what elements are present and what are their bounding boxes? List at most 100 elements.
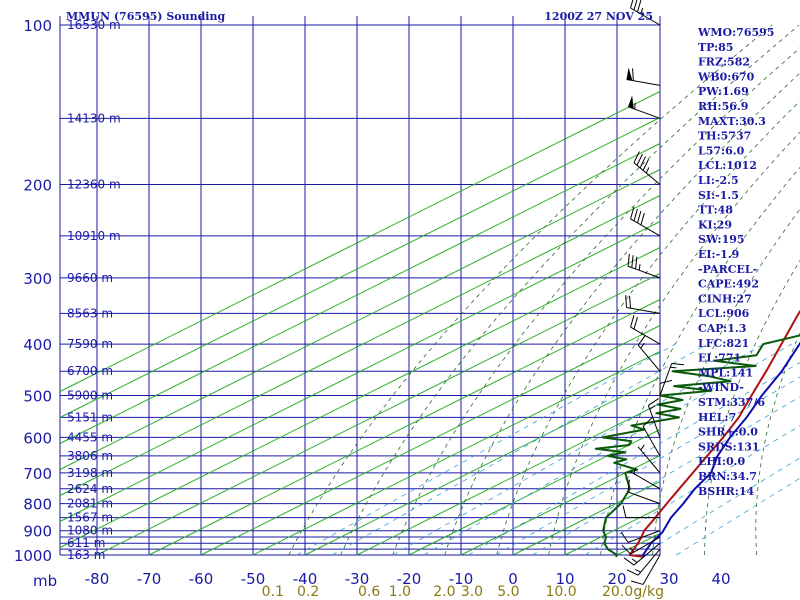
barb-half-flag	[640, 7, 644, 15]
height-label: 5151 m	[67, 410, 113, 424]
wind-barb	[637, 334, 661, 372]
mixing-ratio-label: 0.6	[358, 584, 380, 600]
index-entry: BRN:34.7	[698, 470, 757, 483]
barb-staff	[626, 306, 661, 314]
skewed-isotherm	[304, 377, 661, 556]
wind-barb	[637, 444, 661, 474]
barb-flag	[637, 334, 646, 346]
dry-adiabats	[59, 91, 661, 556]
barb-staff	[642, 426, 661, 457]
index-entry: TT:48	[698, 204, 733, 217]
dry-adiabat	[340, 24, 800, 556]
index-entry: WMO:76595	[697, 26, 774, 39]
skewed-isotherm	[564, 507, 661, 556]
skewed-isotherm	[616, 533, 661, 556]
wind-barb	[630, 554, 661, 585]
height-label: 16530 m	[67, 18, 121, 32]
wind-barb	[620, 530, 661, 543]
barb-flag	[632, 68, 634, 81]
barb-flag	[623, 557, 635, 566]
barb-flag	[633, 151, 640, 163]
barb-staff	[630, 7, 661, 26]
barb-flag	[626, 569, 639, 576]
index-entry: EHI:0.0	[698, 455, 745, 468]
mixing-ratio-line	[296, 343, 676, 556]
height-label: 12360 m	[67, 178, 121, 192]
mixing-ratio-label: 2.0	[433, 584, 455, 600]
barb-flag	[642, 159, 650, 171]
height-label: 10910 m	[67, 229, 121, 243]
barb-flag	[627, 253, 630, 267]
dry-adiabat	[496, 100, 800, 556]
barb-staff	[630, 218, 661, 237]
dry-adiabat	[444, 72, 800, 556]
mixing-ratio-label: 3.0	[461, 584, 483, 600]
barb-staff	[630, 536, 661, 555]
wind-barb	[621, 536, 661, 555]
index-entry: LCL:1012	[698, 159, 757, 172]
pressure-tick-label: 1000	[14, 547, 52, 565]
temp-tick-label: -50	[241, 570, 266, 588]
temp-tick-label: 0	[508, 570, 518, 588]
wind-barb	[627, 95, 661, 119]
mixing-ratio-label: 5.0	[497, 584, 519, 600]
barb-flag	[631, 255, 634, 268]
barb-staff	[659, 363, 673, 396]
mixing-ratio-label: 0.1	[262, 584, 284, 600]
barb-staff	[637, 344, 661, 372]
mixing-ratio-line	[532, 396, 800, 556]
barb-flag	[630, 315, 635, 328]
mixing-ratio-label: 10.0	[545, 584, 576, 600]
barb-flag	[636, 153, 643, 166]
index-entry: -WIND-	[698, 381, 744, 394]
index-entry: -PARCEL-	[698, 263, 757, 276]
mixing-ratio-label: 1.0	[389, 584, 411, 600]
barb-staff	[626, 78, 661, 86]
pressure-tick-label: 900	[23, 523, 52, 541]
barb-pennant	[628, 95, 634, 109]
height-label: 1080 m	[67, 524, 113, 538]
barb-half-flag	[629, 547, 635, 553]
barb-staff	[627, 530, 661, 543]
dry-adiabat	[755, 331, 800, 556]
barb-staff	[633, 542, 661, 566]
index-entry: SRDS:131	[698, 440, 760, 453]
parcel-line	[642, 341, 800, 558]
height-label: 3806 m	[67, 449, 113, 463]
temp-tick-label: 20	[607, 570, 626, 588]
temp-tick-label: -80	[85, 570, 110, 588]
skewed-isotherm	[59, 169, 661, 470]
index-entry: EI:-1.9	[698, 248, 739, 261]
barb-flag	[630, 206, 635, 220]
barb-half-flag	[640, 444, 645, 451]
barb-flag	[633, 317, 638, 330]
barb-flag	[620, 531, 629, 543]
dry-adiabat	[704, 259, 800, 556]
pressure-tick-label: 300	[23, 270, 52, 288]
index-entry: CAPE:492	[698, 278, 759, 291]
wind-barb	[659, 363, 684, 396]
height-label: 611 m	[67, 536, 105, 550]
wind-barbs	[620, 0, 684, 585]
barb-flag	[659, 379, 673, 384]
index-entry: PW:1.69	[698, 85, 749, 98]
index-entry: SI:-1.5	[698, 189, 739, 202]
barb-staff	[642, 554, 661, 585]
wind-barb	[627, 253, 661, 279]
wind-barb	[659, 379, 673, 418]
wind-barb	[623, 542, 661, 566]
barb-staff	[637, 548, 661, 576]
barb-half-flag	[670, 366, 677, 369]
index-entry: BSHR:14	[698, 485, 754, 498]
temp-tick-label: 10	[555, 570, 574, 588]
index-entry: LCL:906	[698, 307, 750, 320]
skewed-isotherm	[252, 351, 661, 556]
barb-staff	[627, 106, 661, 119]
mixing-ratio-label: 0.2	[297, 584, 319, 600]
height-label: 3198 m	[67, 466, 113, 480]
barb-half-flag	[634, 102, 636, 110]
pressure-tick-label: 100	[23, 17, 52, 35]
wind-barb	[626, 548, 661, 576]
